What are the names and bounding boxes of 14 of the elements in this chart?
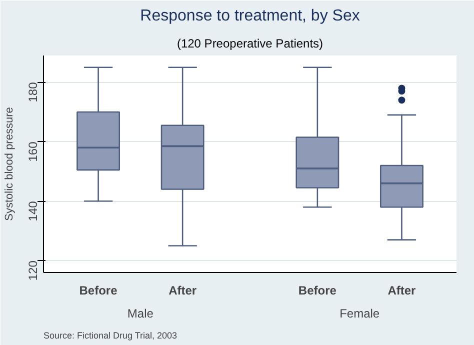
x-tick-label: After [388, 284, 416, 298]
source-note: Source: Fictional Drug Trial, 2003 [44, 330, 178, 340]
text: Female [340, 306, 380, 320]
x-tick-label: Before [298, 284, 337, 298]
y-tick-label: 120 [26, 260, 40, 281]
chart-subtitle: (120 Preoperative Patients) [176, 36, 324, 50]
y-tick-label: 160 [26, 141, 40, 162]
y-axis-title: Systolic blood pressure [4, 107, 16, 221]
y-tick-label: 180 [26, 82, 40, 102]
x-tick-label: After [168, 284, 197, 298]
x-tick-label: Before [79, 284, 118, 298]
chart-title: Response to treatment, by Sex [140, 8, 360, 24]
y-tick-label: 140 [26, 200, 40, 222]
text: Male [127, 306, 154, 320]
